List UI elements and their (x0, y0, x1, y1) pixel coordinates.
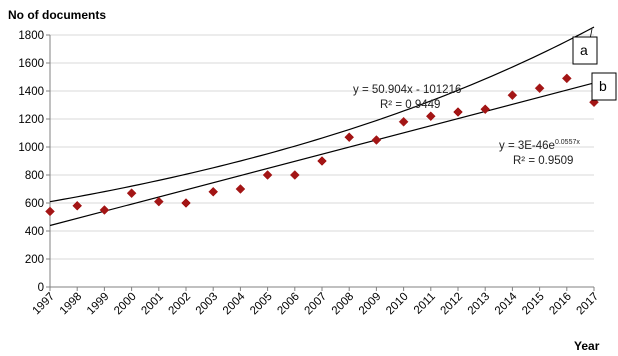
x-tick-label: 2008 (330, 291, 357, 318)
data-point (317, 156, 327, 166)
x-tick-label: 2010 (384, 291, 411, 318)
y-tick-label: 1400 (18, 86, 44, 98)
data-point (153, 196, 164, 207)
exponential-equation-base: y = 3E-46e (499, 140, 555, 152)
trendline-b-label-box: b (591, 72, 617, 101)
data-point (72, 200, 83, 211)
x-tick-label: 2001 (139, 291, 166, 318)
gridlines (50, 34, 594, 288)
linear-equation: y = 50.904x - 101216 (353, 84, 461, 96)
data-point (208, 186, 219, 197)
y-tick-label: 1600 (18, 58, 44, 70)
x-tick-label: 2004 (221, 290, 248, 317)
x-tick-label: 1997 (31, 291, 58, 318)
trendline-a-label: a (580, 42, 588, 58)
data-point (344, 132, 355, 143)
trendline-a-label-box: a (572, 36, 598, 65)
linear-trendline (49, 82, 595, 227)
x-tick-label: 2005 (248, 291, 275, 318)
y-axis-label: No of documents (8, 8, 106, 22)
y-tick-label: 800 (25, 170, 44, 182)
y-tick-label: 1000 (18, 142, 44, 154)
data-point (99, 205, 110, 215)
data-point (181, 198, 191, 208)
data-point (45, 206, 55, 217)
data-point (507, 90, 518, 101)
data-point (398, 116, 409, 127)
data-point (262, 170, 273, 180)
x-tick-label: 2009 (357, 291, 384, 318)
data-point (425, 111, 436, 122)
exponential-equation-exponent: 0.0557x (555, 139, 580, 146)
y-tick-label: 600 (25, 198, 44, 210)
x-tick-labels: 1997 1998 1999 2000 2001 2002 2003 2004 2005 2006… (31, 290, 602, 317)
x-tick-label: 2015 (520, 291, 547, 318)
x-tick-label: 2016 (547, 291, 574, 318)
data-point (235, 184, 246, 194)
data-point (534, 83, 545, 94)
exponential-trendline (49, 26, 595, 203)
y-tick-label: 1800 (18, 30, 44, 42)
x-tick-label: 2003 (194, 291, 221, 318)
y-tick-label: 0 (38, 282, 44, 294)
x-axis-label: Year (574, 339, 600, 353)
exponential-equation: y = 3E-46e0.0557x (499, 139, 580, 152)
x-tick-label: 2002 (167, 291, 194, 318)
x-tick-label: 2012 (439, 291, 466, 318)
data-point (371, 135, 382, 145)
x-tick-label: 1999 (85, 291, 112, 318)
linear-r2: R² = 0.9449 (380, 99, 440, 111)
exponential-r2: R² = 0.9509 (513, 155, 573, 167)
x-tick-label: 2011 (412, 291, 438, 317)
x-tick-label: 2000 (112, 291, 139, 318)
exponential-trend-annotation: y = 3E-46e0.0557x R² = 0.9509 (499, 139, 580, 167)
data-point (561, 73, 572, 84)
y-tick-label: 200 (25, 254, 44, 266)
y-tick-labels: 0 200 400 600 800 1000 1200 1400 1600 1800 (18, 30, 44, 294)
data-point (126, 188, 137, 199)
y-tick-label: 400 (25, 226, 44, 238)
x-tick-label: 2007 (303, 291, 330, 318)
x-tick-label: 2006 (275, 291, 302, 318)
data-point (453, 107, 463, 117)
axes (46, 34, 595, 291)
x-tick-label: 2013 (466, 291, 493, 318)
trendline-b-label: b (599, 78, 607, 94)
x-tick-label: 2017 (575, 291, 602, 318)
x-tick-label: 1998 (58, 291, 85, 318)
x-tick-label: 2014 (493, 290, 520, 317)
data-point (480, 104, 491, 115)
y-tick-label: 1200 (18, 114, 44, 126)
data-point (289, 170, 300, 180)
linear-trend-annotation: y = 50.904x - 101216 R² = 0.9449 (353, 84, 461, 111)
